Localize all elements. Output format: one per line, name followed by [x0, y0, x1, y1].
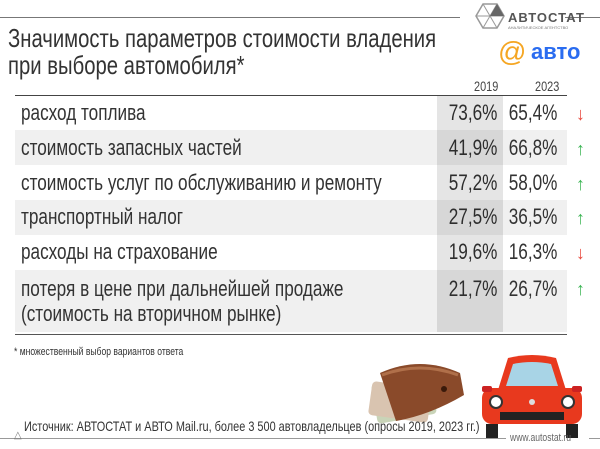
car-icon	[482, 355, 582, 438]
top-divider	[0, 17, 460, 18]
value-2019: 41,9%	[448, 135, 497, 160]
bottom-divider	[0, 438, 506, 439]
wallet-icon	[368, 364, 464, 424]
row-label: транспортный налог	[21, 204, 184, 229]
value-2023: 36,5%	[508, 204, 557, 229]
column-header-2023: 2023	[535, 78, 560, 94]
value-2023: 66,8%	[508, 135, 557, 160]
value-2019: 19,6%	[448, 239, 497, 264]
value-2019: 21,7%	[448, 276, 497, 301]
source-text: Источник: АВТОСТАТ и АВТО Mail.ru, более…	[24, 418, 480, 434]
value-2023: 58,0%	[508, 170, 557, 195]
value-2019: 73,6%	[448, 100, 497, 125]
table-row: расход топлива 73,6% 65,4%	[15, 96, 567, 130]
avto-logo-text: авто	[531, 39, 581, 64]
triangle-logo-icon: △	[14, 430, 22, 441]
arrow-down-icon: ↓	[576, 243, 585, 263]
arrow-up-icon: ↑	[576, 279, 585, 299]
table-row: потеря в цене при дальнейшей продаже (ст…	[15, 270, 567, 332]
autostat-logo-subtitle: АНАЛИТИЧЕСКОЕ АГЕНТСТВО	[508, 25, 569, 30]
page-subtitle: при выборе автомобиля*	[8, 50, 245, 80]
value-2023: 26,7%	[508, 276, 557, 301]
page-title: Значимость параметров стоимости владения	[8, 23, 437, 53]
row-label: стоимость услуг по обслуживанию и ремонт…	[21, 170, 382, 195]
table-row: транспортный налог 27,5% 36,5%	[15, 200, 567, 235]
arrow-down-icon: ↓	[576, 104, 585, 124]
column-2019-highlight	[437, 96, 503, 332]
table-bottom-divider	[15, 334, 567, 335]
value-2023: 65,4%	[508, 100, 557, 125]
arrow-up-icon: ↑	[576, 208, 585, 228]
top-divider-right	[565, 17, 600, 18]
arrow-up-icon: ↑	[576, 174, 585, 194]
at-sign-icon: @	[498, 36, 527, 67]
arrow-up-icon: ↑	[576, 139, 585, 159]
table-row: стоимость запасных частей 41,9% 66,8%	[15, 130, 567, 165]
website-link[interactable]: www.autostat.ru	[510, 432, 572, 444]
value-2019: 57,2%	[448, 170, 497, 195]
footnote: * множественный выбор вариантов ответа	[14, 346, 184, 358]
row-label: потеря в цене при дальнейшей продаже	[21, 276, 344, 301]
table-row: стоимость услуг по обслуживанию и ремонт…	[15, 165, 567, 200]
header-divider	[15, 95, 567, 96]
value-2023: 16,3%	[508, 239, 557, 264]
column-header-2019: 2019	[474, 78, 499, 94]
bottom-divider-right	[589, 438, 600, 439]
value-2019: 27,5%	[448, 204, 497, 229]
row-label: расходы на страхование	[21, 239, 218, 264]
autostat-logo-text: АВТОСТАТ	[508, 10, 585, 25]
row-label: стоимость запасных частей	[21, 135, 242, 160]
row-label: расход топлива	[21, 100, 146, 125]
autostat-logo-icon	[475, 3, 505, 29]
table-row: расходы на страхование 19,6% 16,3%	[15, 235, 567, 270]
row-label-line2: (стоимость на вторичном рынке)	[21, 301, 282, 326]
